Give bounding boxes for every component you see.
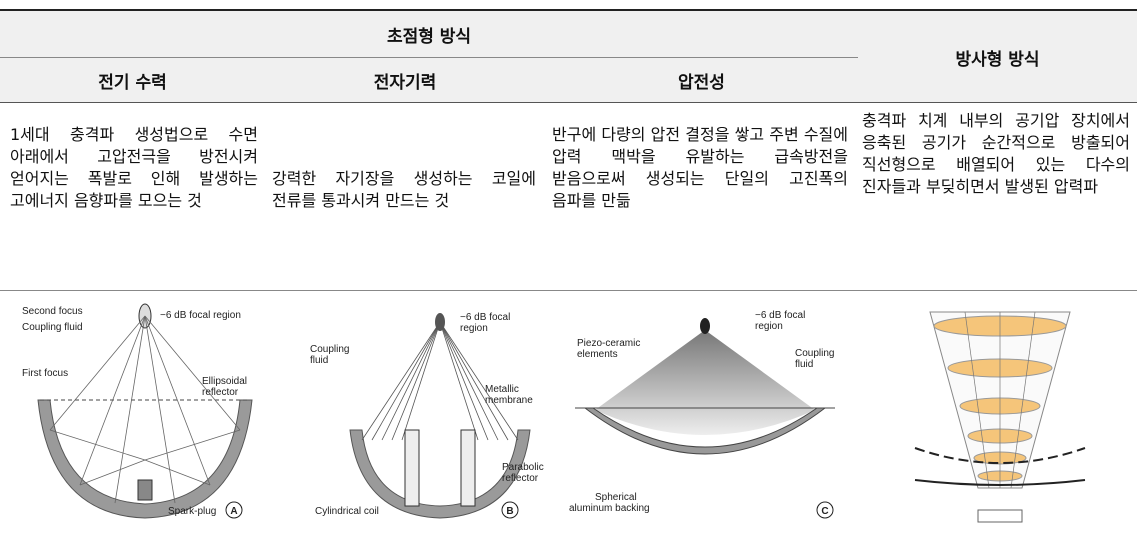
top-rule bbox=[0, 9, 1137, 11]
label: −6 dB focal region bbox=[755, 310, 805, 332]
group-header: 초점형 방식 bbox=[386, 26, 472, 47]
label: Coupling fluid bbox=[310, 344, 349, 366]
label-line: Ellipsoidal bbox=[202, 376, 247, 387]
header-bg bbox=[0, 10, 1137, 102]
coil bbox=[460, 429, 476, 507]
reflector bbox=[349, 429, 531, 519]
label: Spark-plug bbox=[168, 506, 216, 517]
applicator bbox=[977, 509, 1023, 523]
description: 강력한 자기장을 생성하는 코일에 전류를 통과시켜 만드는 것 bbox=[272, 169, 536, 210]
label: Metallic membrane bbox=[485, 384, 533, 406]
label: Spherical aluminum backing bbox=[569, 492, 650, 514]
label: Second focus bbox=[22, 306, 83, 317]
figure-d bbox=[914, 311, 1086, 523]
description: 1세대 충격파 생성법으로 수면 아래에서 고압전극을 방전시켜 얻어지는 폭발… bbox=[10, 125, 258, 210]
label: −6 dB focal region bbox=[460, 312, 510, 334]
coil bbox=[404, 429, 420, 507]
label: −6 dB focal region bbox=[160, 310, 241, 321]
label: Coupling fluid bbox=[22, 322, 83, 333]
label-line: reflector bbox=[202, 387, 239, 398]
column-header: 압전성 bbox=[678, 72, 725, 93]
column-header: 전자기력 bbox=[373, 72, 437, 93]
label-line: Metallic bbox=[485, 384, 519, 395]
label-line: reflector bbox=[502, 473, 539, 484]
group-rule bbox=[0, 57, 858, 58]
figure-b: −6 dB focal region Coupling fluid Metallic… bbox=[310, 312, 544, 519]
row-rule bbox=[0, 290, 1137, 291]
wave-region bbox=[595, 330, 815, 435]
column-header: 전기 수력 bbox=[98, 72, 167, 93]
label: Ellipsoidal reflector bbox=[202, 376, 247, 398]
label-line: Coupling bbox=[310, 344, 349, 355]
tag-circle bbox=[501, 501, 519, 519]
label-line: fluid bbox=[795, 359, 813, 370]
tag: A bbox=[230, 506, 237, 517]
label-line: Spherical bbox=[595, 492, 637, 503]
figure-a: Second focus −6 dB focal region Coupling… bbox=[22, 303, 253, 519]
cone-lines bbox=[964, 311, 1036, 489]
description: 반구에 다량의 압전 결정을 쌓고 주변 수질에 압력 맥박을 유발하는 급속방… bbox=[552, 125, 848, 210]
rays bbox=[49, 315, 241, 504]
tag-circle bbox=[225, 501, 243, 519]
label-line: Parabolic bbox=[502, 462, 544, 473]
spark-plug bbox=[137, 479, 153, 501]
label-line: Coupling bbox=[795, 348, 834, 359]
label-line: elements bbox=[577, 349, 618, 360]
label-line: −6 dB focal bbox=[460, 312, 510, 323]
focal-region bbox=[700, 318, 710, 334]
rays bbox=[361, 321, 519, 441]
label: Parabolic reflector bbox=[502, 462, 544, 484]
label-line: region bbox=[755, 321, 783, 332]
skin-line bbox=[914, 447, 1086, 464]
label-line: fluid bbox=[310, 355, 328, 366]
label-line: aluminum backing bbox=[569, 503, 650, 514]
radial-header: 방사형 방식 bbox=[955, 49, 1040, 70]
label: Piezo-ceramic elements bbox=[577, 338, 640, 360]
label-line: Piezo-ceramic bbox=[577, 338, 640, 349]
label-line: membrane bbox=[485, 395, 533, 406]
label-line: region bbox=[460, 323, 488, 334]
label-line: −6 dB focal bbox=[755, 310, 805, 321]
description: 충격파 치계 내부의 공기압 장치에서 응축된 공기가 순간적으로 방출되어 직… bbox=[862, 111, 1130, 196]
tag-circle bbox=[816, 501, 834, 519]
label: Coupling fluid bbox=[795, 348, 834, 370]
surface-line bbox=[914, 479, 1086, 486]
tag: B bbox=[506, 506, 513, 517]
label: First focus bbox=[22, 368, 68, 379]
figure-c: Piezo-ceramic elements −6 dB focal region … bbox=[569, 310, 835, 519]
header-rule bbox=[0, 102, 1137, 103]
label: Cylindrical coil bbox=[315, 506, 379, 517]
tag: C bbox=[821, 506, 828, 517]
